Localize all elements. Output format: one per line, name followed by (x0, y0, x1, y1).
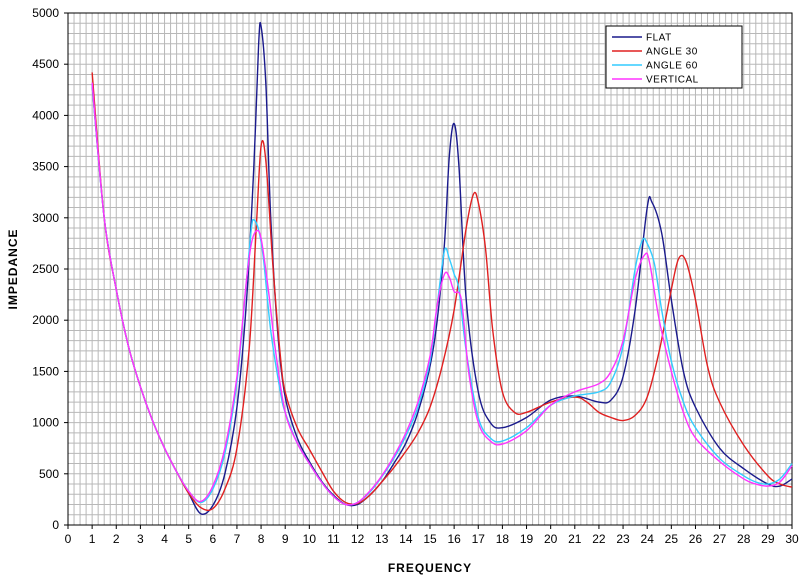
x-tick-label: 9 (282, 532, 289, 546)
y-tick-label: 4000 (32, 108, 59, 122)
legend: FLAT ANGLE 30 ANGLE 60 VERTICAL (605, 25, 743, 89)
x-tick-label: 22 (592, 532, 606, 546)
x-tick-label: 14 (399, 532, 413, 546)
x-tick-label: 30 (785, 532, 799, 546)
y-axis-title: IMPEDANCE (6, 228, 20, 309)
x-axis-ticks: 0 1 2 3 4 5 6 7 8 9 10 11 12 13 14 15 16 17 18 19 20 21 22 23 24… (65, 525, 799, 546)
x-tick-label: 1 (89, 532, 96, 546)
gridlines (67, 12, 793, 526)
series-line-flat (91, 21, 793, 515)
legend-label-flat: FLAT (646, 33, 672, 44)
x-tick-label: 17 (472, 532, 486, 546)
y-tick-label: 4500 (32, 57, 59, 71)
series-line-vertical (91, 82, 793, 506)
x-tick-label: 25 (665, 532, 679, 546)
y-tick-label: 2500 (32, 262, 59, 276)
x-tick-label: 3 (137, 532, 144, 546)
y-tick-label: 1500 (32, 364, 59, 378)
x-tick-label: 26 (689, 532, 703, 546)
x-tick-label: 28 (737, 532, 751, 546)
legend-label-angle-60: ANGLE 60 (646, 61, 698, 72)
y-tick-label: 5000 (32, 6, 59, 20)
x-tick-label: 20 (544, 532, 558, 546)
x-tick-label: 27 (713, 532, 727, 546)
x-tick-label: 7 (234, 532, 241, 546)
legend-label-angle-30: ANGLE 30 (646, 47, 698, 58)
x-tick-label: 4 (161, 532, 168, 546)
x-tick-label: 8 (258, 532, 265, 546)
series-line-angle-30 (91, 72, 793, 512)
legend-label-vertical: VERTICAL (646, 75, 699, 86)
y-tick-label: 3500 (32, 160, 59, 174)
x-tick-label: 15 (423, 532, 437, 546)
x-tick-label: 11 (327, 532, 340, 546)
x-tick-label: 23 (616, 532, 630, 546)
x-tick-label: 10 (303, 532, 317, 546)
y-axis-ticks: 0 500 1000 1500 2000 2500 3000 3500 4000 4500 5000 (32, 6, 68, 532)
x-tick-label: 0 (65, 532, 72, 546)
x-tick-label: 21 (568, 532, 582, 546)
y-tick-label: 500 (39, 467, 59, 481)
y-tick-label: 1000 (32, 416, 59, 430)
series-lines (91, 21, 793, 515)
x-tick-label: 29 (761, 532, 775, 546)
x-tick-label: 19 (520, 532, 534, 546)
x-axis-title: FREQUENCY (388, 561, 472, 575)
x-tick-label: 16 (447, 532, 461, 546)
series-line-angle-60 (91, 84, 793, 506)
x-tick-label: 6 (209, 532, 216, 546)
x-tick-label: 12 (351, 532, 365, 546)
x-tick-label: 2 (113, 532, 120, 546)
y-tick-label: 0 (52, 518, 59, 532)
x-tick-label: 5 (185, 532, 192, 546)
y-tick-label: 3000 (32, 211, 59, 225)
y-tick-label: 2000 (32, 313, 59, 327)
x-tick-label: 24 (641, 532, 655, 546)
x-tick-label: 18 (496, 532, 510, 546)
x-tick-label: 13 (375, 532, 389, 546)
